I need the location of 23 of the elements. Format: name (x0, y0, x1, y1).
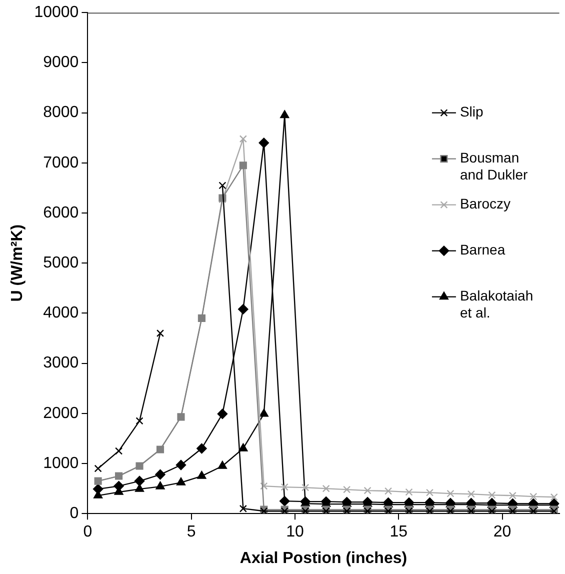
y-tick-label: 10000 (34, 4, 79, 22)
y-tick-label: 3000 (43, 354, 79, 372)
y-tick-label: 2000 (43, 404, 79, 422)
x-tick-label: 10 (286, 524, 304, 541)
x-tick-label: 20 (493, 524, 512, 541)
y-tick-label: 5000 (43, 254, 79, 272)
y-tick-label: 6000 (43, 204, 79, 222)
y-tick-label: 1000 (43, 454, 79, 472)
legend-label: Slip (460, 104, 484, 120)
y-tick-label: 4000 (43, 304, 79, 322)
y-tick-label: 7000 (43, 154, 79, 172)
legend-label: Barnea (460, 242, 506, 258)
y-tick-label: 8000 (43, 104, 79, 122)
x-tick-label: 5 (186, 524, 196, 541)
y-tick-label: 9000 (43, 54, 79, 72)
legend-label: Balakotaiah et al. (460, 288, 534, 321)
x-tick-label: 15 (390, 524, 408, 541)
legend-label: Baroczy (460, 196, 511, 212)
y-tick-label: 0 (70, 505, 79, 522)
y-axis-title: U (W/m²K) (9, 224, 26, 302)
x-axis-title: Axial Postion (inches) (240, 550, 408, 567)
x-tick-label: 0 (83, 524, 92, 541)
legend-label: Bousman and Dukler (460, 150, 528, 183)
